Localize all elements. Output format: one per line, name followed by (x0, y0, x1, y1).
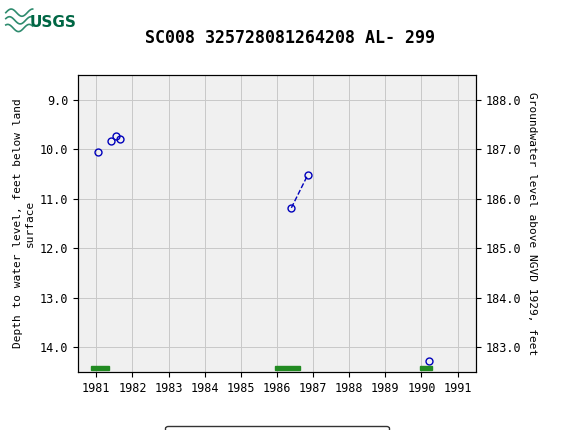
Text: USGS: USGS (29, 15, 76, 30)
Bar (5, 4, 71, 41)
Bar (91, 366, 109, 371)
Bar (419, 366, 432, 371)
Y-axis label: Groundwater level above NGVD 1929, feet: Groundwater level above NGVD 1929, feet (527, 92, 536, 355)
Legend: Period of approved data: Period of approved data (165, 426, 389, 430)
Text: SC008 325728081264208 AL- 299: SC008 325728081264208 AL- 299 (145, 29, 435, 47)
Bar (275, 366, 300, 371)
Y-axis label: Depth to water level, feet below land
surface: Depth to water level, feet below land su… (13, 99, 35, 348)
